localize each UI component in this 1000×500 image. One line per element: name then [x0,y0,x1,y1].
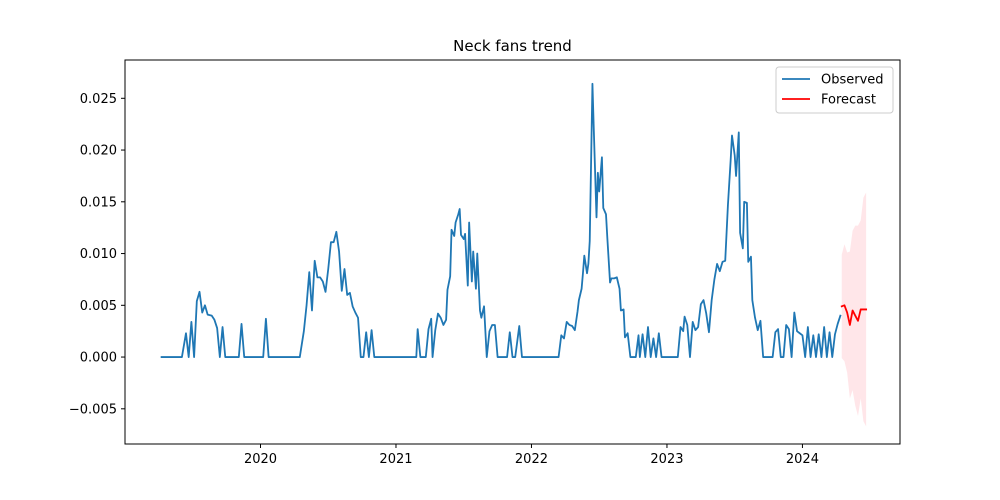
forecast-band-layer [841,192,867,427]
x-tick-label: 2024 [786,452,819,467]
plot-frame [124,59,901,445]
series-line-observed [160,82,842,358]
y-tick-label: 0.000 [80,351,117,366]
legend-label-observed: Observed [821,73,884,88]
y-tick-label: 0.005 [80,299,117,314]
x-tick-label: 2020 [244,452,277,467]
x-tick-label: 2023 [650,452,683,467]
y-tick-label: 0.025 [80,92,117,107]
x-tick-label: 2022 [515,452,548,467]
legend-label-forecast: Forecast [821,93,876,108]
series-layer [160,82,868,358]
y-tick-label: 0.020 [80,144,117,159]
y-tick-label: −0.005 [69,402,117,417]
x-tick-label: 2021 [379,452,412,467]
forecast-confidence-band [841,192,867,427]
series-line-forecast [840,304,868,326]
legend: Observed Forecast [775,66,894,114]
axis-layer: 2020 2021 2022 2023 2024 −0.005 0.000 0.005 0.01… [69,59,901,467]
y-tick-label: 0.010 [80,247,117,262]
y-tick-label: 0.015 [80,195,117,210]
chart-title: Neck fans trend [453,37,572,55]
